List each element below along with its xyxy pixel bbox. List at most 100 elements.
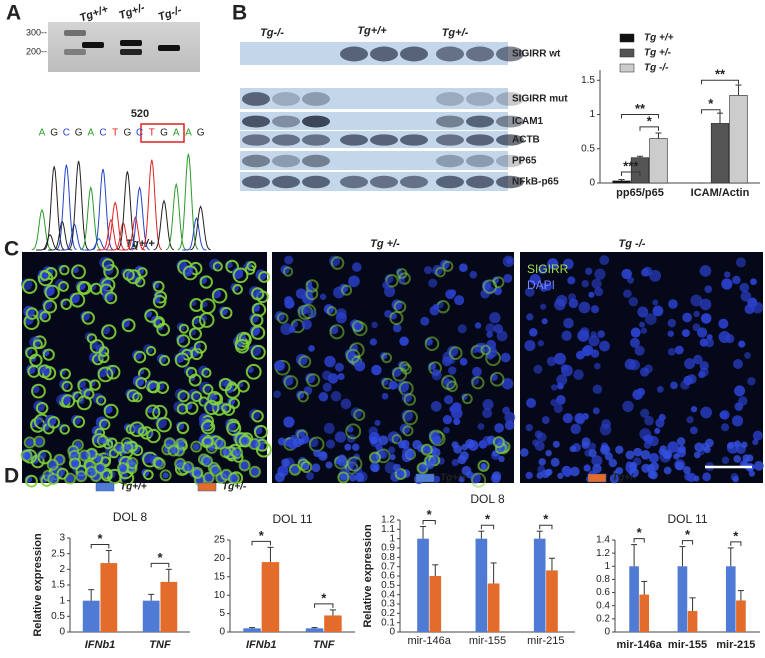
nucleus <box>545 449 552 457</box>
nucleus <box>96 463 105 473</box>
nucleus <box>398 278 406 285</box>
sigirr-signal <box>31 383 46 399</box>
sigirr-signal <box>402 409 418 426</box>
y-tick-label: 0.8 <box>596 574 610 585</box>
nucleus <box>474 322 482 329</box>
sigirr-signal <box>176 403 189 415</box>
nucleus <box>592 464 602 474</box>
nucleus <box>193 469 202 477</box>
nucleus <box>673 453 680 460</box>
nucleus <box>311 463 321 473</box>
blot-band <box>400 46 428 62</box>
nucleus <box>340 398 352 410</box>
nucleus <box>352 262 362 272</box>
sigirr-signal <box>147 380 161 394</box>
sigirr-signal <box>97 366 114 383</box>
nucleus <box>746 454 754 462</box>
nucleus <box>337 372 345 381</box>
gel-band <box>82 42 104 48</box>
sigirr-signal <box>207 390 222 406</box>
nucleus <box>644 313 657 326</box>
sigirr-signal <box>61 380 73 392</box>
blot-band <box>466 134 494 146</box>
legend-swatch <box>619 33 635 43</box>
sigirr-signal <box>122 268 135 281</box>
nucleus <box>561 364 573 377</box>
chart-title: DOL 11 <box>272 512 312 526</box>
sigirr-signal <box>399 361 410 372</box>
codon-box <box>140 123 185 143</box>
nucleus <box>698 370 706 379</box>
bar <box>429 576 442 632</box>
nucleus <box>334 431 347 443</box>
nucleus <box>705 438 714 448</box>
nucleus <box>201 301 208 308</box>
nucleus <box>727 442 734 449</box>
base-letter: C <box>136 128 143 139</box>
x-tick-label: TNF <box>313 639 335 651</box>
sigirr-signal <box>424 336 440 352</box>
nucleus <box>524 287 535 297</box>
nucleus <box>553 403 563 414</box>
significance-label: * <box>157 550 163 565</box>
nucleus <box>205 438 212 445</box>
sigirr-signal <box>298 355 312 369</box>
blot-band <box>496 115 524 128</box>
sigirr-signal <box>403 393 417 406</box>
nucleus <box>303 386 313 395</box>
nucleus <box>477 423 485 431</box>
sigirr-signal <box>227 472 240 485</box>
nucleus <box>720 423 730 432</box>
nucleus <box>211 466 220 475</box>
blot-band <box>242 134 270 146</box>
nucleus <box>318 451 328 461</box>
y-tick-label: 0.5 <box>581 143 595 154</box>
nucleus <box>702 472 711 482</box>
nucleus <box>239 460 250 471</box>
sigirr-signal <box>145 345 157 357</box>
nucleus <box>459 451 469 461</box>
nucleus <box>48 474 59 484</box>
nucleus <box>555 395 566 405</box>
legend-label: Tg -/- <box>644 63 669 74</box>
nucleus <box>162 472 169 479</box>
nucleus <box>699 361 709 371</box>
legend-label: Tg+/- <box>222 482 247 493</box>
nucleus <box>428 278 438 288</box>
bar <box>546 570 558 632</box>
nucleus <box>561 465 572 476</box>
nucleus <box>689 426 698 435</box>
nucleus <box>546 356 557 367</box>
nucleus <box>592 407 600 415</box>
nucleus <box>233 449 241 457</box>
nucleus <box>86 466 97 477</box>
sigirr-signal <box>167 444 180 457</box>
nucleus <box>277 437 286 446</box>
nucleus <box>667 348 676 356</box>
gel-band <box>64 49 86 55</box>
nucleus <box>525 423 533 432</box>
image-title: Tg -/- <box>619 238 646 250</box>
nucleus <box>392 323 402 333</box>
nucleus <box>429 305 440 316</box>
sigirr-signal <box>44 284 60 300</box>
y-tick-label: 1 <box>604 561 610 572</box>
sigirr-signal <box>232 284 243 295</box>
nucleus <box>692 323 701 332</box>
nucleus <box>723 271 731 278</box>
nucleus <box>649 269 662 282</box>
nucleus <box>630 327 641 338</box>
nucleus <box>599 340 610 352</box>
nucleus <box>99 256 112 269</box>
nucleus <box>335 312 347 324</box>
sigirr-signal <box>144 308 159 323</box>
nucleus <box>591 278 602 289</box>
blot-band <box>466 92 494 106</box>
legend-label: Tg +/+ <box>644 33 674 44</box>
significance-label: * <box>637 525 643 540</box>
bar <box>82 600 100 632</box>
sigirr-signal <box>204 399 220 416</box>
sigirr-signal <box>59 424 70 435</box>
sigirr-signal <box>461 393 473 405</box>
nucleus <box>480 462 487 469</box>
